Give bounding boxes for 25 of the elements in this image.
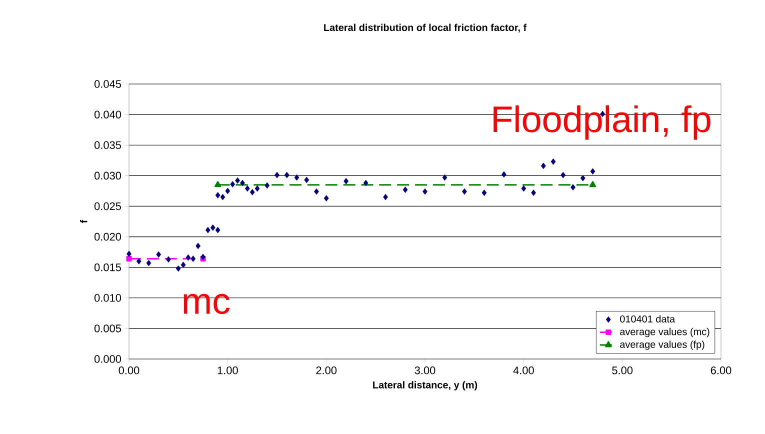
y-axis-title: f (80, 220, 88, 223)
y-tick-label: 0.030 (94, 172, 122, 180)
x-tick-label: 5.00 (612, 366, 633, 374)
x-tick-label: 6.00 (710, 366, 732, 374)
x-tick-label: 4.00 (513, 366, 534, 374)
y-tick-label: 0.015 (94, 263, 122, 272)
y-tick-label: 0.005 (94, 324, 122, 332)
y-tick-label: 0.000 (94, 355, 122, 363)
y-tick-label: 0.045 (94, 80, 122, 88)
y-tick-label: 0.035 (94, 141, 122, 149)
x-axis-title: Lateral distance, y (m) (373, 381, 478, 390)
x-tick-label: 3.00 (414, 366, 436, 374)
y-tick-label: 0.025 (94, 202, 122, 210)
y-tick-label: 0.040 (94, 110, 122, 118)
legend-label: average values (fp) (620, 340, 704, 350)
x-tick-label: 2.00 (316, 366, 337, 374)
annotation: mc (184, 294, 230, 314)
x-tick-label: 0.00 (118, 366, 140, 374)
x-tick-label: 1.00 (218, 366, 238, 374)
y-tick-label: 0.020 (94, 232, 122, 241)
y-tick-label: 0.010 (94, 294, 122, 302)
chart-title: Lateral distribution of local friction factor, f (324, 24, 527, 33)
annotation: Floodplain, fp (494, 105, 710, 140)
legend-label: average values (mc) (620, 328, 710, 338)
legend-label: 010401 data (620, 315, 676, 323)
